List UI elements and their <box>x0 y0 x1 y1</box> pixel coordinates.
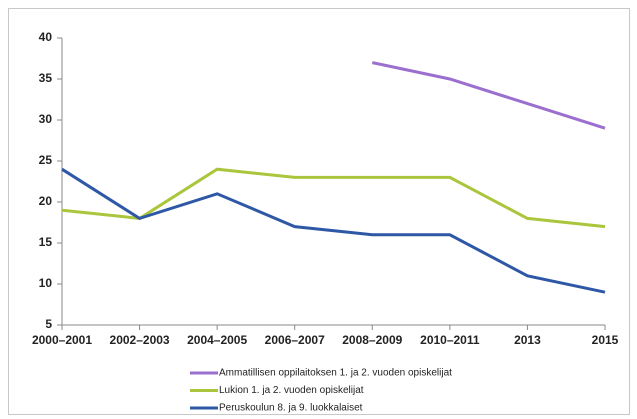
y-tick-label: 10 <box>39 276 53 290</box>
y-tick-label: 15 <box>39 235 53 249</box>
x-tick-label: 2000–2001 <box>32 333 92 347</box>
x-tick-label: 2013 <box>514 333 541 347</box>
y-tick-label: 5 <box>45 317 52 331</box>
chart-frame <box>8 8 630 415</box>
x-tick-label: 2008–2009 <box>342 333 402 347</box>
x-tick-label: 2010–2011 <box>420 333 480 347</box>
legend-label: Lukion 1. ja 2. vuoden opiskelijat <box>219 385 364 396</box>
x-tick-label: 2002–2003 <box>110 333 170 347</box>
legend-label: Peruskoulun 8. ja 9. luokkalaiset <box>219 403 363 414</box>
series-line <box>61 167 606 229</box>
y-tick-label: 25 <box>39 153 53 167</box>
y-tick-label: 40 <box>39 30 53 44</box>
series-line <box>371 61 606 130</box>
x-tick-label: 2015 <box>592 333 619 347</box>
y-tick-label: 30 <box>39 112 53 126</box>
y-tick-label: 35 <box>39 71 53 85</box>
legend-label: Ammatillisen oppilaitoksen 1. ja 2. vuod… <box>219 368 452 379</box>
series-line <box>61 167 606 294</box>
y-tick-label: 20 <box>39 194 53 208</box>
x-tick-label: 2004–2005 <box>187 333 247 347</box>
x-tick-label: 2006–2007 <box>265 333 325 347</box>
legend: Ammatillisen oppilaitoksen 1. ja 2. vuod… <box>190 368 452 414</box>
